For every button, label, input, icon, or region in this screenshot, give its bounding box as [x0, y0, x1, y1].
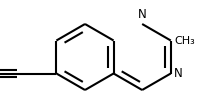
Text: N: N [138, 8, 146, 21]
Text: N: N [174, 67, 183, 80]
Text: CH₃: CH₃ [175, 36, 195, 45]
